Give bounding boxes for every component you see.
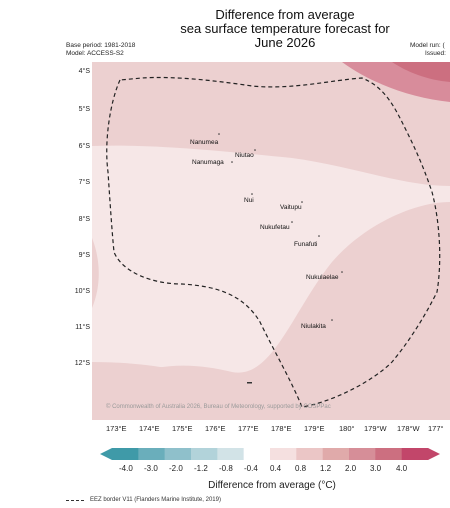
island-niulakita: Niulakita (301, 319, 333, 330)
colorbar-segment (112, 448, 139, 460)
island-label: Niulakita (301, 323, 326, 330)
island-label: Funafuti (294, 241, 318, 248)
map-title-line3: June 2026 (254, 35, 316, 50)
lat-label: 5°S (78, 106, 90, 113)
colorbar-segment (243, 448, 271, 460)
colorbar-tick-label: -0.4 (244, 464, 258, 473)
base-period-text: Base period: 1981-2018 (66, 42, 136, 49)
island-label: Nukulaelae (306, 274, 339, 281)
colorbar-segment (401, 448, 429, 460)
lon-label: 173°E (106, 424, 127, 433)
map-title-line2: sea surface temperature forecast for (180, 21, 390, 36)
lat-label: 7°S (78, 179, 90, 186)
anomaly-region-light-west (92, 238, 99, 308)
lon-label: 177° (428, 424, 444, 433)
island-label: Nukufetau (260, 224, 290, 231)
sst-anomaly-map: Nanumea Niutao Nanumaga Nui Vaitupu Nuku… (92, 62, 450, 420)
colorbar-segment (138, 448, 165, 460)
lat-label: 12°S (74, 360, 90, 367)
colorbar-segment (349, 448, 376, 460)
lat-label: 10°S (74, 288, 90, 295)
lon-label: 179°W (364, 424, 387, 433)
colorbar-tick-label: -2.0 (169, 464, 183, 473)
lon-label: 179°E (304, 424, 325, 433)
island-label: Niutao (235, 152, 254, 159)
eez-border (106, 76, 441, 408)
issued-text: Issued: (425, 50, 446, 57)
eez-legend-text: EEZ border V11 (Flanders Marine Institut… (90, 497, 221, 503)
colorbar-arrow-low (100, 448, 112, 460)
colorbar-tick-label: 2.0 (345, 464, 357, 473)
colorbar-segment (375, 448, 402, 460)
lat-label: 4°S (78, 68, 90, 75)
lat-label: 9°S (78, 252, 90, 259)
island-label: Vaitupu (280, 204, 302, 211)
lon-label: 175°E (172, 424, 193, 433)
lon-label: 174°E (139, 424, 160, 433)
colorbar-segment (164, 448, 192, 460)
island-nukulaelae: Nukulaelae (306, 271, 343, 281)
lat-label: 8°S (78, 216, 90, 223)
island-nanumaga: Nanumaga (192, 159, 233, 166)
colorbar-tick-label: 3.0 (370, 464, 382, 473)
lon-label: 180° (339, 424, 355, 433)
colorbar-segment (217, 448, 244, 460)
island-funafuti: Funafuti (294, 235, 320, 248)
lon-label: 176°E (205, 424, 226, 433)
island-label: Nui (244, 197, 254, 204)
colorbar-tick-label: -3.0 (144, 464, 158, 473)
lat-label: 11°S (75, 324, 90, 331)
map-title-line1: Difference from average (215, 7, 355, 22)
anomaly-region-darker-northeast (392, 62, 450, 82)
colorbar-tick-label: 0.4 (270, 464, 282, 473)
lat-label: 6°S (78, 143, 90, 150)
colorbar (100, 448, 440, 460)
island-vaitupu: Vaitupu (280, 201, 303, 211)
anomaly-region-light-south (110, 202, 450, 420)
copyright-text: © Commonwealth of Australia 2026, Bureau… (106, 403, 331, 410)
colorbar-label: Difference from average (°C) (208, 480, 336, 491)
lon-label: 178°W (397, 424, 420, 433)
island-nanumea: Nanumea (190, 133, 220, 146)
island-nukufetau: Nukufetau (260, 221, 293, 231)
colorbar-segment (191, 448, 218, 460)
colorbar-arrow-high (428, 448, 440, 460)
colorbar-tick-label: -1.2 (194, 464, 208, 473)
model-text: Model: ACCESS-S2 (66, 50, 124, 57)
colorbar-tick-label: 4.0 (396, 464, 408, 473)
lon-label: 178°E (271, 424, 292, 433)
model-run-text: Model run: ( (410, 42, 445, 49)
colorbar-tick-label: 1.2 (320, 464, 332, 473)
colorbar-segment (270, 448, 297, 460)
island-label: Nanumaga (192, 159, 224, 166)
island-nui: Nui (244, 193, 254, 204)
eez-legend-swatch (66, 500, 84, 501)
island-niutao: Niutao (235, 149, 256, 159)
map-marker (247, 382, 252, 384)
colorbar-tick-label: -0.8 (219, 464, 233, 473)
lon-label: 177°E (238, 424, 259, 433)
colorbar-segment (322, 448, 350, 460)
colorbar-tick-label: -4.0 (119, 464, 133, 473)
island-label: Nanumea (190, 139, 219, 146)
colorbar-segment (296, 448, 323, 460)
colorbar-tick-label: 0.8 (295, 464, 307, 473)
